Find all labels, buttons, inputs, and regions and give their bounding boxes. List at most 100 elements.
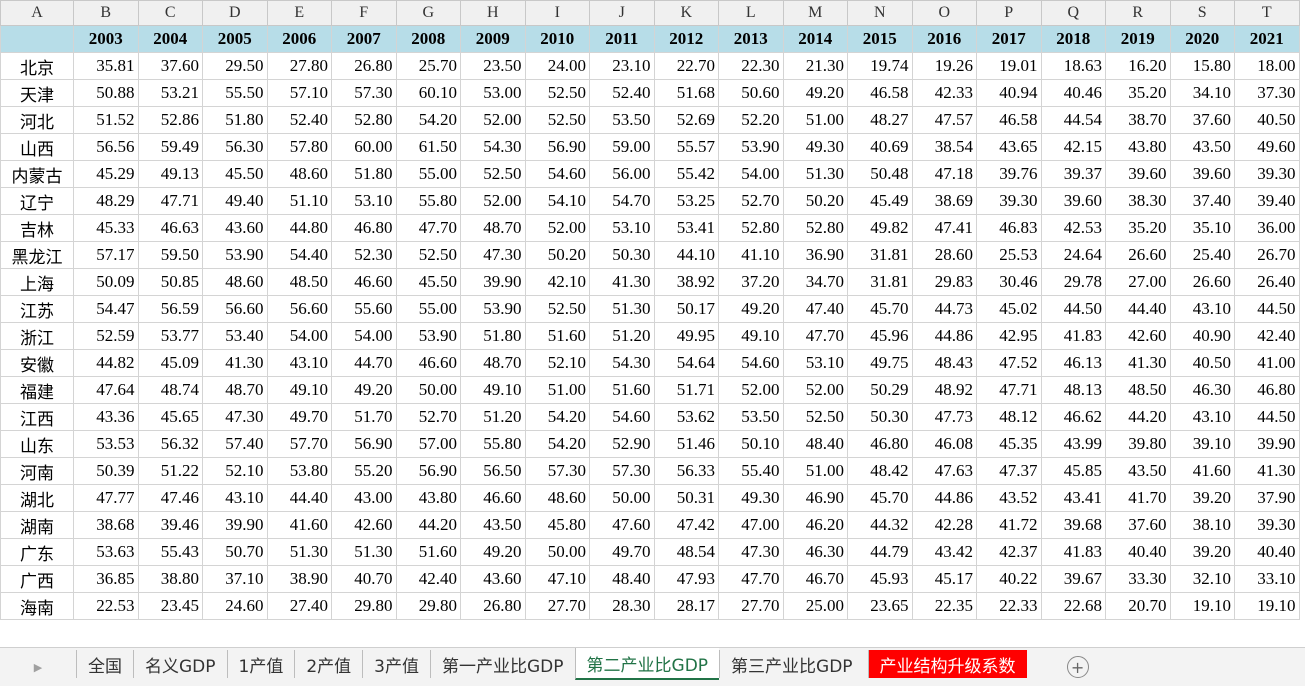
province[interactable]: 海南 — [0, 592, 74, 620]
cell-value[interactable]: 46.80 — [847, 430, 913, 458]
cell-value[interactable]: 54.10 — [524, 187, 590, 215]
cell-value[interactable]: 41.60 — [1169, 457, 1235, 485]
cell-value[interactable]: 39.30 — [976, 187, 1042, 215]
year-header[interactable]: 2017 — [976, 25, 1042, 53]
cell-value[interactable]: 52.00 — [718, 376, 784, 404]
year-header[interactable]: 2010 — [524, 25, 590, 53]
cell-value[interactable]: 38.90 — [266, 565, 332, 593]
cell-value[interactable]: 39.90 — [460, 268, 526, 296]
cell-value[interactable]: 50.85 — [137, 268, 203, 296]
cell-value[interactable]: 53.25 — [653, 187, 719, 215]
cell-value[interactable]: 56.59 — [137, 295, 203, 323]
cell-value[interactable]: 45.70 — [847, 484, 913, 512]
cell-value[interactable]: 50.88 — [73, 79, 139, 107]
cell-value[interactable]: 44.70 — [331, 349, 397, 377]
cell-value[interactable]: 53.63 — [73, 538, 139, 566]
cell-value[interactable]: 53.21 — [137, 79, 203, 107]
cell-value[interactable]: 43.00 — [331, 484, 397, 512]
year-header[interactable]: 2003 — [73, 25, 139, 53]
province[interactable]: 江苏 — [0, 295, 74, 323]
cell-value[interactable]: 53.62 — [653, 403, 719, 431]
cell-value[interactable]: 46.30 — [782, 538, 848, 566]
cell-value[interactable]: 43.52 — [976, 484, 1042, 512]
province[interactable]: 吉林 — [0, 214, 74, 242]
cell-value[interactable]: 51.60 — [524, 322, 590, 350]
cell-value[interactable]: 47.46 — [137, 484, 203, 512]
cell-value[interactable]: 54.00 — [718, 160, 784, 188]
cell-value[interactable]: 20.70 — [1105, 592, 1171, 620]
cell-value[interactable]: 52.80 — [782, 214, 848, 242]
cell-value[interactable]: 55.50 — [202, 79, 268, 107]
cell-value[interactable]: 49.10 — [718, 322, 784, 350]
cell-value[interactable]: 52.50 — [460, 160, 526, 188]
cell-value[interactable]: 55.80 — [460, 430, 526, 458]
cell-value[interactable]: 54.47 — [73, 295, 139, 323]
cell-value[interactable]: 28.60 — [911, 241, 977, 269]
cell-value[interactable]: 48.70 — [460, 349, 526, 377]
cell-value[interactable]: 19.26 — [911, 52, 977, 80]
cell-value[interactable]: 56.90 — [331, 430, 397, 458]
cell-value[interactable]: 34.70 — [782, 268, 848, 296]
cell-value[interactable]: 55.42 — [653, 160, 719, 188]
cell-value[interactable]: 39.90 — [202, 511, 268, 539]
cell-value[interactable]: 43.10 — [202, 484, 268, 512]
cell-value[interactable]: 37.60 — [137, 52, 203, 80]
cell-value[interactable]: 45.29 — [73, 160, 139, 188]
cell-value[interactable]: 47.30 — [718, 538, 784, 566]
cell-value[interactable]: 41.30 — [1105, 349, 1171, 377]
cell-value[interactable]: 43.10 — [266, 349, 332, 377]
cell-value[interactable]: 48.50 — [266, 268, 332, 296]
cell-value[interactable]: 29.83 — [911, 268, 977, 296]
cell-value[interactable]: 48.50 — [1105, 376, 1171, 404]
cell-value[interactable]: 44.54 — [1040, 106, 1106, 134]
cell-value[interactable]: 39.60 — [1169, 160, 1235, 188]
cell-value[interactable]: 52.00 — [782, 376, 848, 404]
sheet-tab[interactable]: 第二产业比GDP — [574, 648, 720, 680]
cell-value[interactable]: 37.90 — [1234, 484, 1300, 512]
cell-value[interactable]: 55.43 — [137, 538, 203, 566]
province[interactable]: 广西 — [0, 565, 74, 593]
province[interactable]: 江西 — [0, 403, 74, 431]
cell-value[interactable]: 43.50 — [460, 511, 526, 539]
cell-value[interactable]: 25.00 — [782, 592, 848, 620]
column-letter[interactable]: D — [202, 0, 268, 26]
cell-value[interactable]: 52.86 — [137, 106, 203, 134]
year-header[interactable]: 2008 — [395, 25, 461, 53]
column-letter[interactable]: N — [847, 0, 913, 26]
cell-value[interactable]: 49.40 — [202, 187, 268, 215]
column-letter[interactable]: H — [460, 0, 526, 26]
cell-value[interactable]: 52.80 — [718, 214, 784, 242]
cell-value[interactable]: 23.50 — [460, 52, 526, 80]
province[interactable]: 辽宁 — [0, 187, 74, 215]
cell-value[interactable]: 41.60 — [266, 511, 332, 539]
cell-value[interactable]: 54.40 — [266, 241, 332, 269]
cell-value[interactable]: 39.37 — [1040, 160, 1106, 188]
cell-value[interactable]: 27.40 — [266, 592, 332, 620]
sheet-tab[interactable]: 1产值 — [226, 650, 295, 678]
cell-value[interactable]: 44.20 — [1105, 403, 1171, 431]
province[interactable]: 河南 — [0, 457, 74, 485]
year-header[interactable]: 2011 — [589, 25, 655, 53]
province[interactable]: 福建 — [0, 376, 74, 404]
cell-value[interactable]: 19.74 — [847, 52, 913, 80]
cell-value[interactable]: 59.49 — [137, 133, 203, 161]
cell-value[interactable]: 54.20 — [395, 106, 461, 134]
cell-value[interactable]: 48.60 — [266, 160, 332, 188]
cell-value[interactable]: 53.40 — [202, 322, 268, 350]
cell-value[interactable]: 42.53 — [1040, 214, 1106, 242]
cell-value[interactable]: 43.80 — [1105, 133, 1171, 161]
cell-value[interactable]: 57.80 — [266, 133, 332, 161]
cell-value[interactable]: 52.70 — [395, 403, 461, 431]
cell-value[interactable]: 48.29 — [73, 187, 139, 215]
cell-value[interactable]: 50.17 — [653, 295, 719, 323]
cell-value[interactable]: 43.50 — [1169, 133, 1235, 161]
cell-value[interactable]: 51.10 — [266, 187, 332, 215]
cell-value[interactable]: 51.71 — [653, 376, 719, 404]
cell-value[interactable]: 54.60 — [718, 349, 784, 377]
cell-value[interactable]: 47.18 — [911, 160, 977, 188]
cell-value[interactable]: 49.95 — [653, 322, 719, 350]
cell-value[interactable]: 36.85 — [73, 565, 139, 593]
cell-value[interactable]: 54.20 — [524, 403, 590, 431]
cell-value[interactable]: 56.90 — [395, 457, 461, 485]
cell-value[interactable]: 38.68 — [73, 511, 139, 539]
